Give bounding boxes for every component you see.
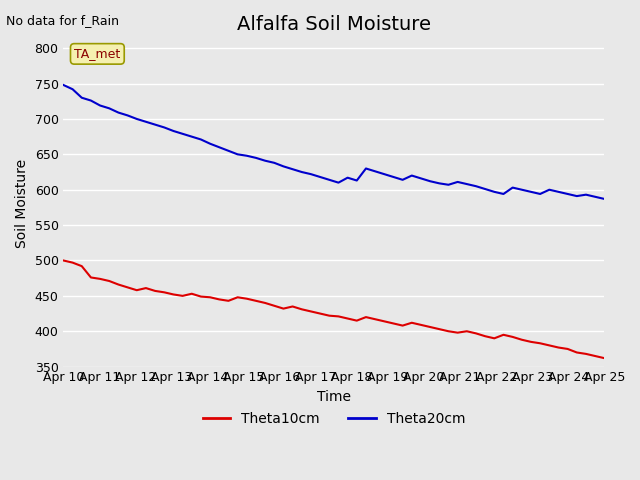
Y-axis label: Soil Moisture: Soil Moisture: [15, 159, 29, 249]
Theta10cm: [197, 294, 205, 300]
Theta20cm: [197, 137, 205, 143]
Theta10cm: [60, 258, 67, 264]
Theta10cm: [600, 355, 608, 361]
Title: Alfalfa Soil Moisture: Alfalfa Soil Moisture: [237, 15, 431, 34]
Theta10cm: [399, 323, 406, 328]
Theta20cm: [399, 177, 406, 183]
X-axis label: Time: Time: [317, 390, 351, 404]
Theta20cm: [243, 153, 251, 158]
Text: TA_met: TA_met: [74, 48, 120, 60]
Text: No data for f_Rain: No data for f_Rain: [6, 14, 120, 27]
Theta20cm: [60, 82, 67, 88]
Theta10cm: [151, 288, 159, 294]
Theta10cm: [243, 296, 251, 301]
Theta10cm: [234, 294, 241, 300]
Theta20cm: [600, 196, 608, 202]
Legend: Theta10cm, Theta20cm: Theta10cm, Theta20cm: [197, 406, 471, 432]
Theta20cm: [216, 144, 223, 150]
Theta20cm: [151, 122, 159, 128]
Theta10cm: [216, 297, 223, 302]
Line: Theta20cm: Theta20cm: [63, 85, 604, 199]
Line: Theta10cm: Theta10cm: [63, 261, 604, 358]
Theta20cm: [234, 152, 241, 157]
